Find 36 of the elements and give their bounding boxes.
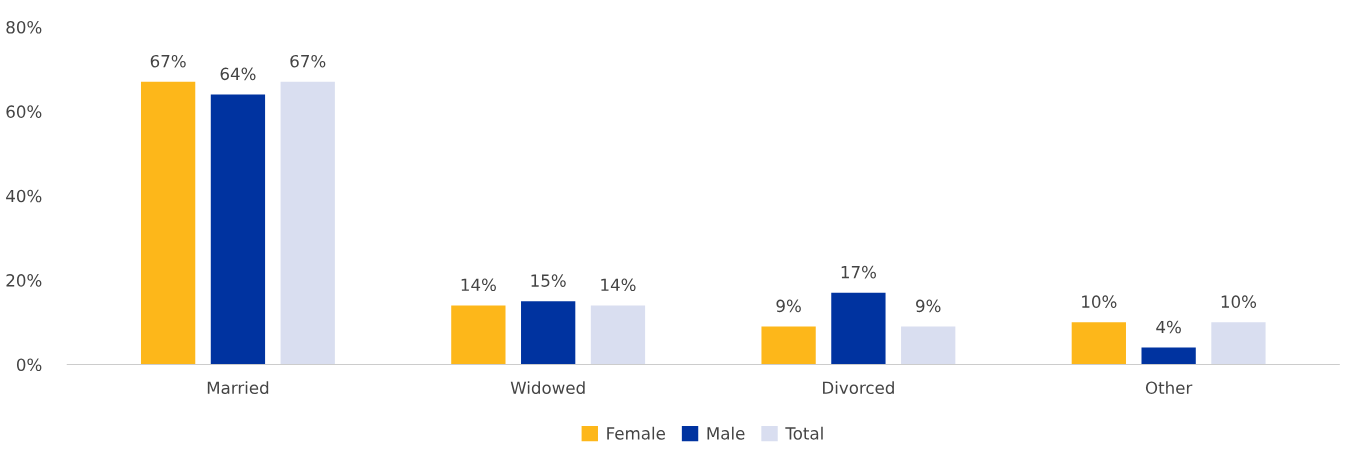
y-tick-label: 0%: [16, 358, 42, 372]
data-label: 9%: [776, 299, 801, 313]
bar: [831, 292, 886, 365]
data-label: 17%: [841, 265, 877, 279]
data-label: 67%: [150, 54, 186, 68]
bar: [1141, 347, 1196, 365]
data-label: 4%: [1156, 320, 1181, 334]
y-tick-label: 40%: [6, 189, 42, 203]
bar: [1211, 322, 1266, 365]
x-tick-label: Divorced: [823, 381, 894, 395]
bar: [1071, 322, 1126, 365]
data-label: 14%: [601, 278, 636, 292]
data-label: 9%: [916, 299, 941, 313]
data-label: 15%: [531, 274, 566, 287]
bar: [521, 301, 576, 365]
bar: [210, 94, 266, 365]
bar: [280, 81, 335, 365]
bar: [451, 305, 506, 365]
x-tick-label: Married: [207, 381, 269, 395]
legend-label: Male: [707, 426, 745, 440]
x-tick-label: Other: [1145, 381, 1193, 395]
x-tick-label: Widowed: [510, 381, 585, 395]
bar: [901, 326, 956, 365]
legend-label: Female: [607, 426, 665, 440]
y-tick-label: 60%: [6, 105, 42, 118]
data-label: 14%: [461, 278, 496, 292]
data-label: 10%: [1221, 295, 1257, 308]
bar: [140, 81, 196, 365]
data-label: 10%: [1082, 295, 1117, 308]
y-tick-label: 20%: [6, 274, 42, 287]
bar: [761, 326, 816, 365]
bar: [590, 305, 646, 365]
data-label: 67%: [290, 54, 326, 68]
legend-label: Total: [785, 426, 823, 440]
data-label: 64%: [220, 67, 256, 81]
y-tick-label: 80%: [6, 20, 42, 34]
